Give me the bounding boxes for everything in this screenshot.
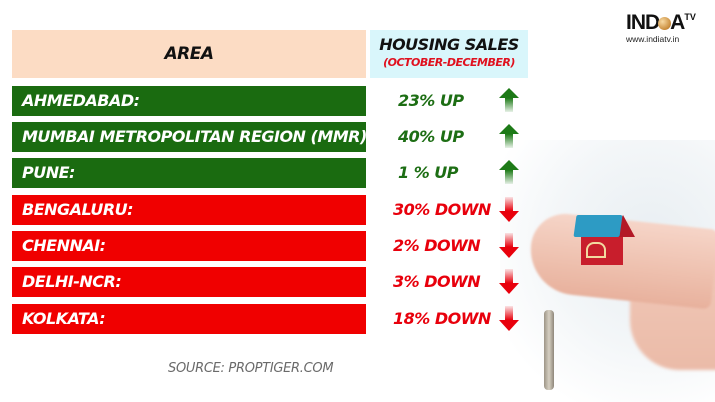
area-row-chennai: CHENNAI: xyxy=(12,231,366,261)
change-value-ahmedabad: 23% UP xyxy=(398,91,464,110)
change-value-bengaluru: 30% DOWN xyxy=(393,200,491,219)
arrow-down-icon xyxy=(498,231,520,261)
arrow-down-icon xyxy=(498,267,520,297)
logo-wordmark: IND ATV xyxy=(626,6,706,34)
area-row-mmr: MUMBAI METROPOLITAN REGION (MMR): xyxy=(12,122,373,152)
arrow-up-icon xyxy=(498,122,520,152)
period-label: (OCTOBER-DECEMBER) xyxy=(383,56,515,69)
area-row-delhi-ncr: DELHI-NCR: xyxy=(12,267,366,297)
logo-text-main: IND xyxy=(626,11,660,34)
change-value-chennai: 2% DOWN xyxy=(393,236,481,255)
change-value-kolkata: 18% DOWN xyxy=(393,309,491,328)
area-row-ahmedabad: AHMEDABAD: xyxy=(12,86,366,116)
change-value-pune: 1 % UP xyxy=(398,163,459,182)
arrow-up-icon xyxy=(498,86,520,116)
housing-sales-title: HOUSING SALES xyxy=(379,35,519,54)
logo-text-tail: A xyxy=(670,11,685,34)
arrow-down-icon xyxy=(498,304,520,334)
arrow-down-icon xyxy=(498,195,520,225)
area-row-kolkata: KOLKATA: xyxy=(12,304,366,334)
source-caption: SOURCE: PROPTIGER.COM xyxy=(168,361,334,376)
globe-icon xyxy=(658,17,672,30)
change-value-delhi-ncr: 3% DOWN xyxy=(393,272,481,291)
toy-house-icon xyxy=(573,215,635,265)
arrow-up-icon xyxy=(498,158,520,188)
change-value-mmr: 40% UP xyxy=(398,127,464,146)
keys-icon xyxy=(544,310,554,390)
indiatv-logo: IND ATV www.indiatv.in xyxy=(626,6,706,45)
header-area: AREA xyxy=(12,30,366,78)
logo-tv-super: TV xyxy=(684,12,696,22)
area-row-bengaluru: BENGALURU: xyxy=(12,195,366,225)
logo-url: www.indiatv.in xyxy=(626,34,680,44)
header-housing-sales: HOUSING SALES (OCTOBER-DECEMBER) xyxy=(370,30,528,78)
area-row-pune: PUNE: xyxy=(12,158,366,188)
